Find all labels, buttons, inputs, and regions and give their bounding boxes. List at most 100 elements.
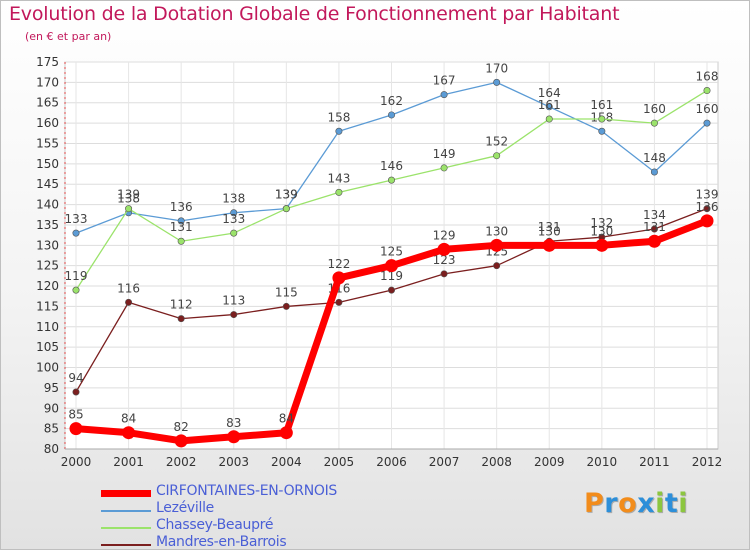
data-point-chassey-beaupr- [230,229,238,237]
y-tick-label: 130 [36,238,59,252]
x-tick-label: 2009 [534,455,565,469]
data-point-lez-ville [545,103,553,111]
x-tick-label: 2007 [429,455,460,469]
y-tick-label: 80 [44,442,59,456]
data-point-chassey-beaupr- [650,119,658,127]
proxiti-logo: Proxiti [584,488,688,519]
data-point-chassey-beaupr- [493,152,501,160]
y-tick-label: 160 [36,116,59,130]
data-point-lez-ville [177,217,185,225]
y-tick-label: 140 [36,198,59,212]
data-label-chassey-beaupr-: 119 [65,269,88,283]
data-point-cirfontaines-en-ornois [542,238,556,252]
data-point-cirfontaines-en-ornois [69,422,83,436]
legend-swatch [101,544,151,546]
data-label-mandres-en-barrois: 131 [538,220,561,234]
y-tick-label: 155 [36,136,59,150]
data-point-chassey-beaupr- [335,188,343,196]
data-label-lez-ville: 164 [538,86,561,100]
data-label-chassey-beaupr-: 143 [327,171,350,185]
y-tick-label: 110 [36,320,59,334]
data-label-mandres-en-barrois: 119 [380,269,403,283]
x-tick-label: 2006 [376,455,407,469]
data-label-mandres-en-barrois: 116 [117,281,140,295]
data-point-chassey-beaupr- [177,237,185,245]
x-tick-label: 2002 [166,455,197,469]
data-label-lez-ville: 138 [222,192,245,206]
data-point-lez-ville [650,168,658,176]
y-tick-label: 150 [36,157,59,171]
legend-swatch [101,510,151,512]
y-tick-label: 85 [44,422,59,436]
data-point-lez-ville [387,111,395,119]
data-label-mandres-en-barrois: 139 [696,188,719,202]
data-label-lez-ville: 148 [643,151,666,165]
data-point-mandres-en-barrois [440,270,448,278]
data-label-lez-ville: 160 [696,102,719,116]
data-label-lez-ville: 133 [65,212,88,226]
data-label-mandres-en-barrois: 123 [433,253,456,267]
x-tick-label: 2004 [271,455,302,469]
logo-letter: o [618,488,638,519]
y-tick-label: 95 [44,381,59,395]
data-label-cirfontaines-en-ornois: 130 [538,224,561,238]
data-label-lez-ville: 139 [275,188,298,202]
x-tick-label: 2011 [639,455,670,469]
data-point-lez-ville [598,127,606,135]
data-label-chassey-beaupr-: 168 [696,70,719,84]
data-label-lez-ville: 162 [380,94,403,108]
data-label-chassey-beaupr-: 152 [485,135,508,149]
data-point-mandres-en-barrois [703,205,711,213]
legend-label: Mandres-en-Barrois [156,534,287,550]
legend-label: Chassey-Beaupré [156,517,274,533]
data-point-cirfontaines-en-ornois [385,259,398,273]
data-point-mandres-en-barrois [650,225,658,233]
data-point-cirfontaines-en-ornois [122,426,136,440]
data-point-mandres-en-barrois [493,262,501,270]
y-tick-label: 125 [36,259,59,273]
data-label-mandres-en-barrois: 113 [222,294,245,308]
data-point-chassey-beaupr- [387,176,395,184]
x-tick-label: 2001 [113,455,144,469]
data-point-mandres-en-barrois [125,298,133,306]
data-point-cirfontaines-en-ornois [174,434,188,448]
y-tick-label: 105 [36,340,59,354]
x-tick-label: 2008 [481,455,512,469]
data-point-chassey-beaupr- [598,115,606,123]
data-point-lez-ville [493,78,501,86]
data-label-cirfontaines-en-ornois: 136 [696,200,719,214]
data-point-chassey-beaupr- [440,164,448,172]
data-label-chassey-beaupr-: 161 [590,98,613,112]
x-tick-label: 2012 [692,455,723,469]
data-point-chassey-beaupr- [282,205,290,213]
data-label-chassey-beaupr-: 146 [380,159,403,173]
data-label-chassey-beaupr-: 161 [538,98,561,112]
data-point-lez-ville [440,91,448,99]
data-point-mandres-en-barrois [177,315,185,323]
data-label-cirfontaines-en-ornois: 131 [643,220,666,234]
y-tick-label: 115 [36,299,59,313]
data-label-mandres-en-barrois: 112 [170,298,193,312]
data-label-chassey-beaupr-: 139 [275,188,298,202]
y-tick-label: 145 [36,177,59,191]
data-point-cirfontaines-en-ornois [332,271,346,285]
data-point-mandres-en-barrois [335,298,343,306]
y-tick-label: 170 [36,75,59,89]
chart-subtitle: (en € et par an) [25,30,112,43]
x-tick-label: 2003 [218,455,249,469]
data-label-lez-ville: 167 [433,74,456,88]
data-label-cirfontaines-en-ornois: 130 [485,224,508,238]
data-label-cirfontaines-en-ornois: 122 [327,257,350,271]
data-label-cirfontaines-en-ornois: 85 [68,408,83,422]
data-label-chassey-beaupr-: 160 [643,102,666,116]
y-tick-label: 175 [36,55,59,69]
data-label-chassey-beaupr-: 139 [117,188,140,202]
data-label-cirfontaines-en-ornois: 125 [380,245,403,259]
chart-title: Evolution de la Dotation Globale de Fonc… [9,3,620,25]
data-label-cirfontaines-en-ornois: 130 [590,224,613,238]
data-label-mandres-en-barrois: 115 [275,285,298,299]
data-label-cirfontaines-en-ornois: 82 [174,420,189,434]
data-point-mandres-en-barrois [282,302,290,310]
